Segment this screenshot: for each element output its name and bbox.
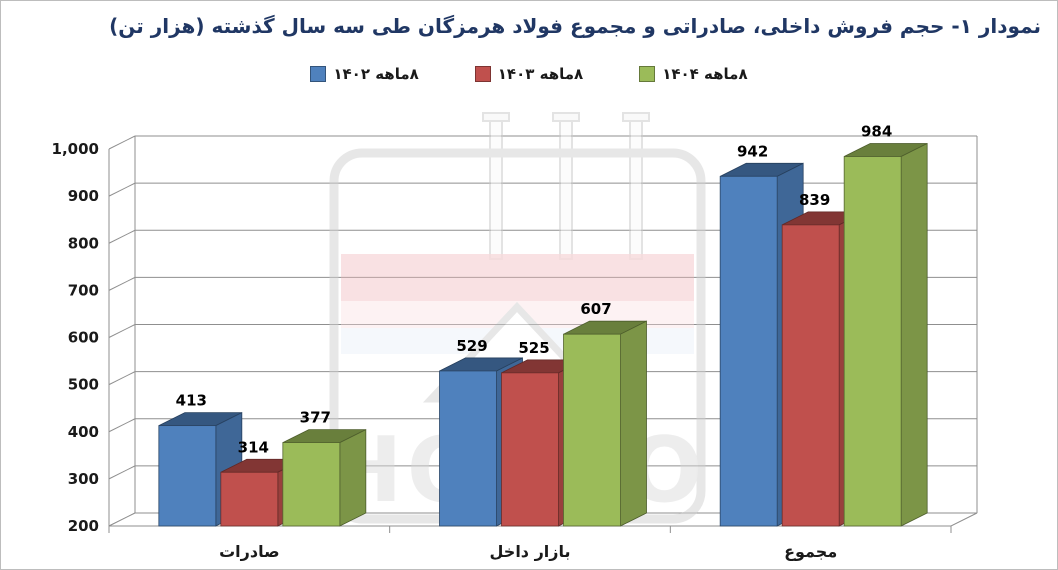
legend-item-1: ۸ماهه ۱۴۰۳ — [474, 65, 584, 83]
bar-front-face — [501, 372, 559, 527]
watermark-pink-band — [341, 254, 694, 301]
category-label: مجموع — [784, 542, 837, 561]
data-label: 942 — [737, 142, 768, 160]
watermark-column — [629, 120, 643, 260]
legend-item-2: ۸ماهه ۱۴۰۴ — [639, 65, 748, 83]
bar-front-face — [563, 333, 621, 527]
gridline-wall-diagonal — [108, 229, 136, 244]
y-axis-tick-label: 500 — [68, 376, 99, 394]
data-label: 525 — [518, 339, 549, 357]
y-axis-tick-label: 200 — [68, 517, 99, 535]
bar-front-face — [282, 442, 341, 527]
bar-front-face — [843, 156, 902, 527]
gridline-wall-diagonal — [108, 371, 136, 386]
category-group-1: 529 525 607 — [439, 300, 647, 527]
y-axis-tick-label: 1,000 — [52, 140, 99, 158]
y-axis-tick-label: 400 — [68, 423, 99, 441]
gridline-wall-diagonal — [108, 324, 136, 338]
y-axis-tick-label: 700 — [68, 281, 99, 299]
data-label: 413 — [176, 392, 207, 410]
bar-front-face — [220, 471, 279, 527]
bar-front-face — [158, 425, 217, 527]
category-group-0: 413 314 377 — [158, 392, 367, 527]
gridline-wall-diagonal — [108, 276, 136, 291]
bar-side-face — [339, 428, 367, 527]
gridline-wall-diagonal — [108, 135, 136, 150]
legend-item-0: ۸ماهه ۱۴۰۲ — [310, 65, 419, 83]
bar-front-face — [781, 224, 840, 527]
legend-swatch-icon — [639, 66, 656, 82]
legend-label: ۸ماهه ۱۴۰۴ — [662, 65, 748, 83]
y-axis-tick-label: 300 — [68, 470, 99, 488]
data-label: 607 — [580, 300, 611, 318]
category-label: صادرات — [219, 542, 279, 561]
data-label: 529 — [456, 337, 487, 355]
y-axis-tick-label: 600 — [68, 329, 99, 347]
legend-swatch-icon — [310, 66, 327, 82]
y-axis-tick-label: 900 — [68, 187, 99, 205]
gridline-wall-diagonal — [108, 182, 136, 197]
legend-label: ۸ماهه ۱۴۰۲ — [333, 65, 419, 83]
gridline-wall-diagonal — [108, 418, 136, 433]
data-label: 984 — [861, 123, 892, 141]
chart-title: نمودار ۱- حجم فروش داخلی، صادراتی و مجمو… — [109, 14, 1041, 38]
gridline-wall-diagonal — [108, 465, 136, 480]
bar-series2-cat2: 984 — [843, 123, 928, 527]
bar-series2-cat1: 607 — [563, 300, 647, 527]
legend-label: ۸ماهه ۱۴۰۳ — [497, 65, 584, 83]
legend-swatch-icon — [474, 66, 491, 82]
watermark-column-cap — [622, 112, 650, 122]
watermark-column — [559, 120, 573, 260]
data-label: 377 — [300, 409, 331, 427]
y-axis-tick-label: 800 — [68, 234, 99, 252]
bar-side-face — [900, 142, 928, 527]
y-axis-labels: 200 300 400 500 600 700 800 900 1,000 — [52, 140, 99, 535]
bar-series2-cat0: 377 — [282, 409, 367, 527]
legend: ۸ماهه ۱۴۰۲ ۸ماهه ۱۴۰۳ ۸ماهه ۱۴۰۴ — [1, 65, 1057, 83]
bar-front-face — [439, 370, 497, 527]
bar-front-face — [719, 175, 778, 527]
bar-side-face — [620, 320, 647, 527]
watermark-column-cap — [482, 112, 510, 122]
category-label: بازار داخل — [490, 542, 571, 561]
data-label: 839 — [799, 191, 830, 209]
data-label: 314 — [238, 438, 269, 456]
watermark-column-cap — [552, 112, 580, 122]
watermark-column — [489, 120, 503, 260]
category-group-2: 942 839 984 — [719, 123, 928, 527]
